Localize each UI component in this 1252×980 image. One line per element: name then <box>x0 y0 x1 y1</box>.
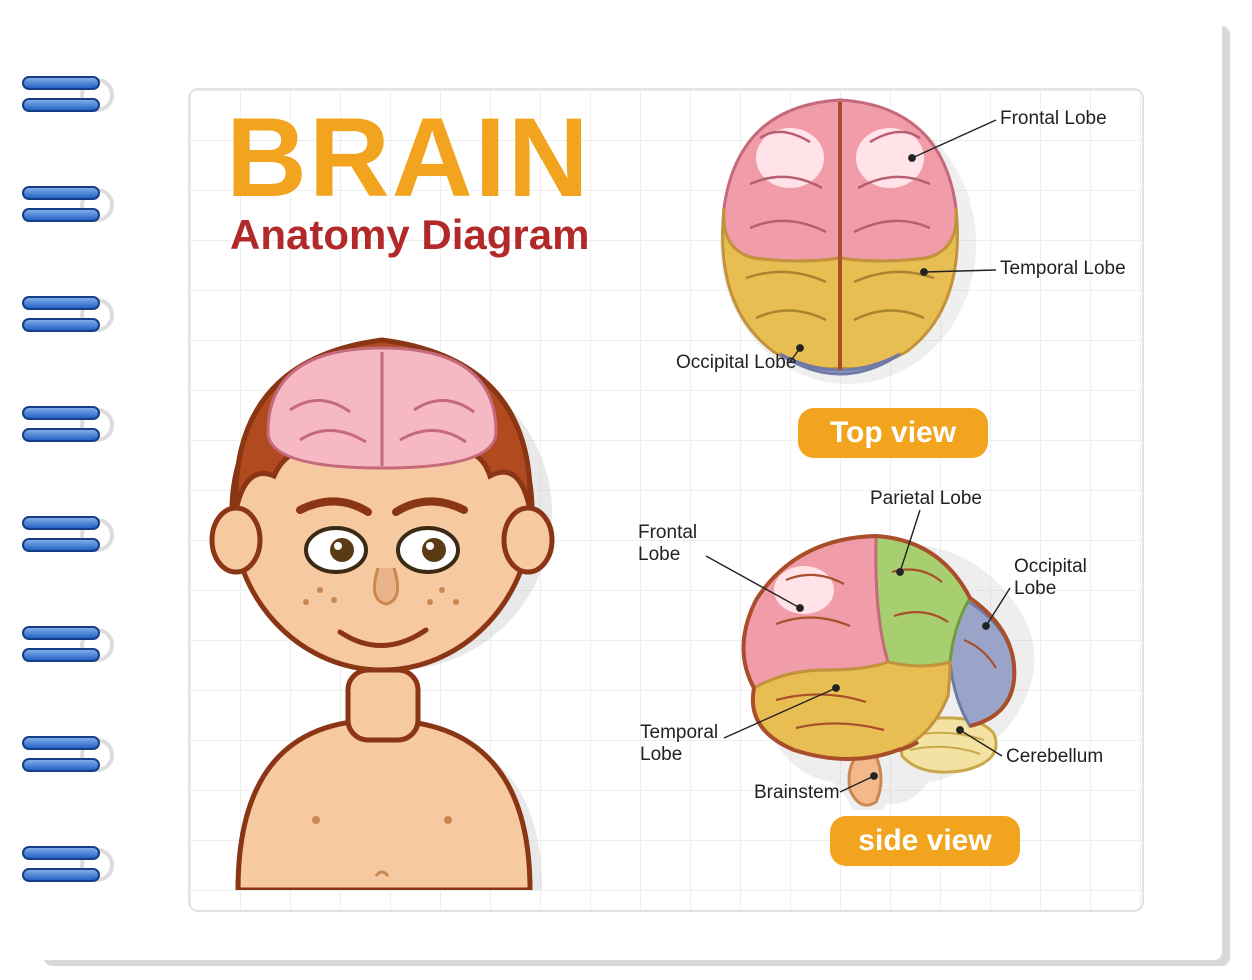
brain-top-view <box>690 88 990 388</box>
spiral-ring <box>22 400 114 448</box>
brain-side-view <box>726 520 1046 810</box>
badge-side-view: side view <box>830 816 1020 866</box>
label-temporal-lobe-top: Temporal Lobe <box>1000 258 1126 280</box>
label-cerebellum-side: Cerebellum <box>1006 746 1103 768</box>
spiral-ring <box>22 180 114 228</box>
badge-top-view-text: Top view <box>830 416 956 450</box>
title-sub: Anatomy Diagram <box>230 214 589 256</box>
label-occipital-lobe-top: Occipital Lobe <box>676 352 796 374</box>
badge-top-view: Top view <box>798 408 988 458</box>
label-brainstem-side: Brainstem <box>754 782 840 804</box>
label-parietal-lobe-side: Parietal Lobe <box>870 488 982 510</box>
spiral-binding <box>22 70 132 930</box>
label-temporal-lobe-side: Temporal Lobe <box>640 722 718 766</box>
spiral-ring <box>22 730 114 778</box>
stage: BRAIN Anatomy Diagram <box>0 0 1252 980</box>
badge-side-view-text: side view <box>858 824 991 858</box>
label-frontal-lobe-side: Frontal Lobe <box>638 522 697 566</box>
label-frontal-lobe-top: Frontal Lobe <box>1000 108 1107 130</box>
spiral-ring <box>22 510 114 558</box>
label-occipital-lobe-side: Occipital Lobe <box>1014 556 1087 600</box>
boy-illustration <box>190 300 570 890</box>
spiral-ring <box>22 620 114 668</box>
title-main: BRAIN <box>226 102 591 214</box>
spiral-ring <box>22 290 114 338</box>
spiral-ring <box>22 840 114 888</box>
spiral-ring <box>22 70 114 118</box>
